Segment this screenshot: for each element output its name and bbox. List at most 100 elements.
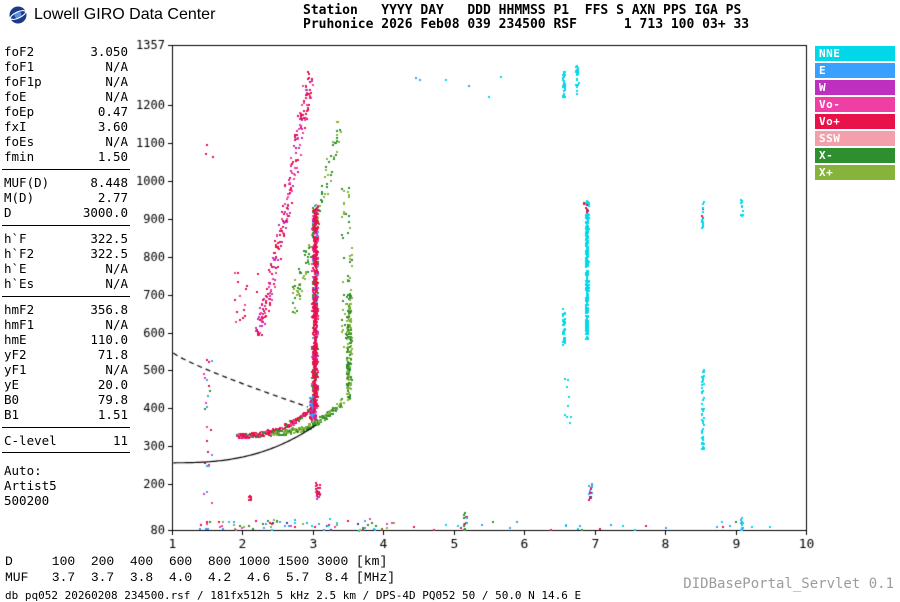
param-label: h`F xyxy=(4,231,27,246)
param-he: h`E N/A xyxy=(4,261,128,276)
param-foes: foEs N/A xyxy=(4,134,128,149)
header-column-values: Pruhonice 2026 Feb08 039 234500 RSF 1 71… xyxy=(303,17,750,32)
param-label: 500200 xyxy=(4,493,50,508)
param-group: MUF(D) 8.448 M(D) 2.77 D 3000.0 xyxy=(2,169,130,220)
param-label: hmF2 xyxy=(4,302,35,317)
param-label: h`F2 xyxy=(4,246,35,261)
status-line: db pq052 20260208 234500.rsf / 181fx512h… xyxy=(5,589,582,602)
param-fmin: fmin 1.50 xyxy=(4,149,128,164)
param-artist5: Artist5 xyxy=(4,478,128,493)
param-value: N/A xyxy=(105,276,128,291)
param-label: hmF1 xyxy=(4,317,35,332)
param-value: N/A xyxy=(105,362,128,377)
param-value: N/A xyxy=(105,261,128,276)
param-fxi: fxI 3.60 xyxy=(4,119,128,134)
param-group: hmF2 356.8 hmF1 N/A hmE 110.0 yF2 71.8 yF1 N/A yE 2… xyxy=(2,296,130,422)
param-auto: Auto: xyxy=(4,463,128,478)
legend-item-e: E xyxy=(815,63,895,78)
param-md: M(D) 2.77 xyxy=(4,190,128,205)
param-foep: foEp 0.47 xyxy=(4,104,128,119)
param-label: MUF(D) xyxy=(4,175,50,190)
param-value: 20.0 xyxy=(97,377,128,392)
header-column-names: Station YYYY DAY DDD HHMMSS P1 FFS S AXN… xyxy=(303,3,742,18)
param-label: fxI xyxy=(4,119,27,134)
param-value: N/A xyxy=(105,59,128,74)
param-hmf1: hmF1 N/A xyxy=(4,317,128,332)
legend-item-voplus: Vo+ xyxy=(815,114,895,129)
param-group: C-level 11 xyxy=(2,427,130,453)
param-fof1: foF1 N/A xyxy=(4,59,128,74)
param-value: 110.0 xyxy=(90,332,128,347)
param-label: D xyxy=(4,205,12,220)
param-value: 322.5 xyxy=(90,231,128,246)
param-label: yF1 xyxy=(4,362,27,377)
param-label: C-level xyxy=(4,433,57,448)
param-value: 2.77 xyxy=(97,190,128,205)
param-label: foF1 xyxy=(4,59,35,74)
param-label: Artist5 xyxy=(4,478,57,493)
param-label: fmin xyxy=(4,149,35,164)
param-value: 1.50 xyxy=(97,149,128,164)
param-foe: foE N/A xyxy=(4,89,128,104)
param-d: D 3000.0 xyxy=(4,205,128,220)
param-label: M(D) xyxy=(4,190,35,205)
param-value: 0.47 xyxy=(97,104,128,119)
param-fof1p: foF1p N/A xyxy=(4,74,128,89)
echo-direction-legend: NNE E W Vo- Vo+ SSW X- X+ xyxy=(815,46,895,182)
param-label: foEs xyxy=(4,134,35,149)
param-label: Auto: xyxy=(4,463,42,478)
param-value: 356.8 xyxy=(90,302,128,317)
param-value: N/A xyxy=(105,74,128,89)
param-group: foF2 3.050 foF1 N/A foF1p N/A foE N/A foEp 0.47 fx… xyxy=(2,44,130,164)
param-value: 3000.0 xyxy=(82,205,128,220)
legend-item-xplus: X+ xyxy=(815,165,895,180)
param-value: 79.8 xyxy=(97,392,128,407)
param-value: 1.51 xyxy=(97,407,128,422)
param-b0: B0 79.8 xyxy=(4,392,128,407)
param-ye: yE 20.0 xyxy=(4,377,128,392)
param-group: h`F 322.5 h`F2 322.5 h`E N/A h`Es N/A xyxy=(2,225,130,291)
param-hf2: h`F2 322.5 xyxy=(4,246,128,261)
param-value: 71.8 xyxy=(97,347,128,362)
param-value: N/A xyxy=(105,89,128,104)
param-value: 3.050 xyxy=(90,44,128,59)
param-label: hmE xyxy=(4,332,27,347)
param-value: N/A xyxy=(105,317,128,332)
param-label: foF1p xyxy=(4,74,42,89)
servlet-version: DIDBasePortal_Servlet 0.1 xyxy=(683,576,894,592)
param-500200: 500200 xyxy=(4,493,128,508)
param-clevel: C-level 11 xyxy=(4,433,128,448)
param-hes: h`Es N/A xyxy=(4,276,128,291)
legend-item-ssw: SSW xyxy=(815,131,895,146)
param-hme: hmE 110.0 xyxy=(4,332,128,347)
param-yf1: yF1 N/A xyxy=(4,362,128,377)
param-hmf2: hmF2 356.8 xyxy=(4,302,128,317)
ionogram-plot xyxy=(130,36,820,560)
brand-title: Lowell GIRO Data Center xyxy=(34,6,216,23)
param-yf2: yF2 71.8 xyxy=(4,347,128,362)
param-b1: B1 1.51 xyxy=(4,407,128,422)
param-label: B1 xyxy=(4,407,20,422)
legend-item-xminus: X- xyxy=(815,148,895,163)
param-panel: foF2 3.050 foF1 N/A foF1p N/A foE N/A foEp 0.47 fx… xyxy=(2,44,130,508)
param-label: h`Es xyxy=(4,276,35,291)
measurement-header: Station YYYY DAY DDD HHMMSS P1 FFS S AXN… xyxy=(303,4,749,32)
param-label: h`E xyxy=(4,261,27,276)
param-fof2: foF2 3.050 xyxy=(4,44,128,59)
lowell-giro-logo-icon xyxy=(9,6,27,24)
param-label: foF2 xyxy=(4,44,35,59)
legend-item-nne: NNE xyxy=(815,46,895,61)
param-value: N/A xyxy=(105,134,128,149)
param-label: B0 xyxy=(4,392,20,407)
legend-item-w: W xyxy=(815,80,895,95)
param-group: Auto: Artist5 500200 xyxy=(2,458,130,508)
param-mufd: MUF(D) 8.448 xyxy=(4,175,128,190)
param-hf: h`F 322.5 xyxy=(4,231,128,246)
param-label: yE xyxy=(4,377,20,392)
param-label: foEp xyxy=(4,104,35,119)
param-value: 11 xyxy=(112,433,128,448)
param-value: 8.448 xyxy=(90,175,128,190)
brand: Lowell GIRO Data Center xyxy=(8,5,215,25)
param-value: 3.60 xyxy=(97,119,128,134)
param-label: yF2 xyxy=(4,347,27,362)
